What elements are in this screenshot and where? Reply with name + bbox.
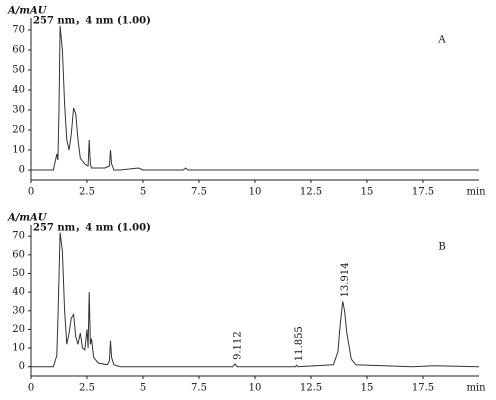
subtitle: 257 nm，4 nm (1.00) [33, 223, 151, 234]
y-tick-label: 40 [12, 85, 25, 96]
x-tick-label: 15 [361, 383, 374, 394]
y-tick-label: 0 [19, 361, 25, 372]
y-tick-label: 20 [12, 125, 25, 136]
peak-label: 11.855 [294, 326, 305, 361]
x-tick-label: 17.5 [412, 187, 434, 198]
y-tick-label: 50 [12, 268, 25, 279]
y-axis-label: A/mAU [7, 213, 48, 224]
peak-label: 9.112 [233, 331, 244, 360]
y-tick-label: 40 [12, 287, 25, 298]
x-tick-label: 12.5 [300, 187, 322, 198]
subtitle: 257 nm，4 nm (1.00) [33, 16, 151, 27]
x-axis-label: min [466, 383, 486, 394]
x-tick-label: 0 [28, 187, 34, 198]
x-tick-label: 2.5 [79, 383, 95, 394]
x-tick-label: 0 [28, 383, 34, 394]
x-axis-label: min [466, 187, 486, 198]
y-axis-label: A/mAU [7, 6, 48, 17]
panel-label: A [437, 35, 446, 46]
x-tick-label: 12.5 [300, 383, 322, 394]
x-tick-label: 10 [249, 187, 262, 198]
y-tick-label: 30 [12, 105, 25, 116]
trace [31, 232, 480, 368]
panel-label: B [438, 242, 445, 253]
x-tick-label: 15 [361, 187, 374, 198]
x-tick-label: 7.5 [191, 187, 207, 198]
y-tick-label: 70 [12, 231, 25, 242]
y-tick-label: 0 [19, 165, 25, 176]
trace [31, 25, 479, 171]
x-tick-label: 5 [140, 187, 146, 198]
x-tick-label: 17.5 [412, 383, 434, 394]
x-tick-label: 5 [140, 383, 146, 394]
y-tick-label: 60 [12, 249, 25, 260]
x-tick-label: 7.5 [191, 383, 207, 394]
y-tick-label: 10 [12, 343, 25, 354]
y-tick-label: 60 [12, 45, 25, 56]
peak-label: 13.914 [340, 262, 351, 297]
y-tick-label: 50 [12, 65, 25, 76]
y-tick-label: 20 [12, 324, 25, 335]
y-tick-label: 70 [12, 25, 25, 36]
y-tick-label: 10 [12, 145, 25, 156]
x-tick-label: 2.5 [79, 187, 95, 198]
y-tick-label: 30 [12, 305, 25, 316]
x-tick-label: 10 [249, 383, 262, 394]
